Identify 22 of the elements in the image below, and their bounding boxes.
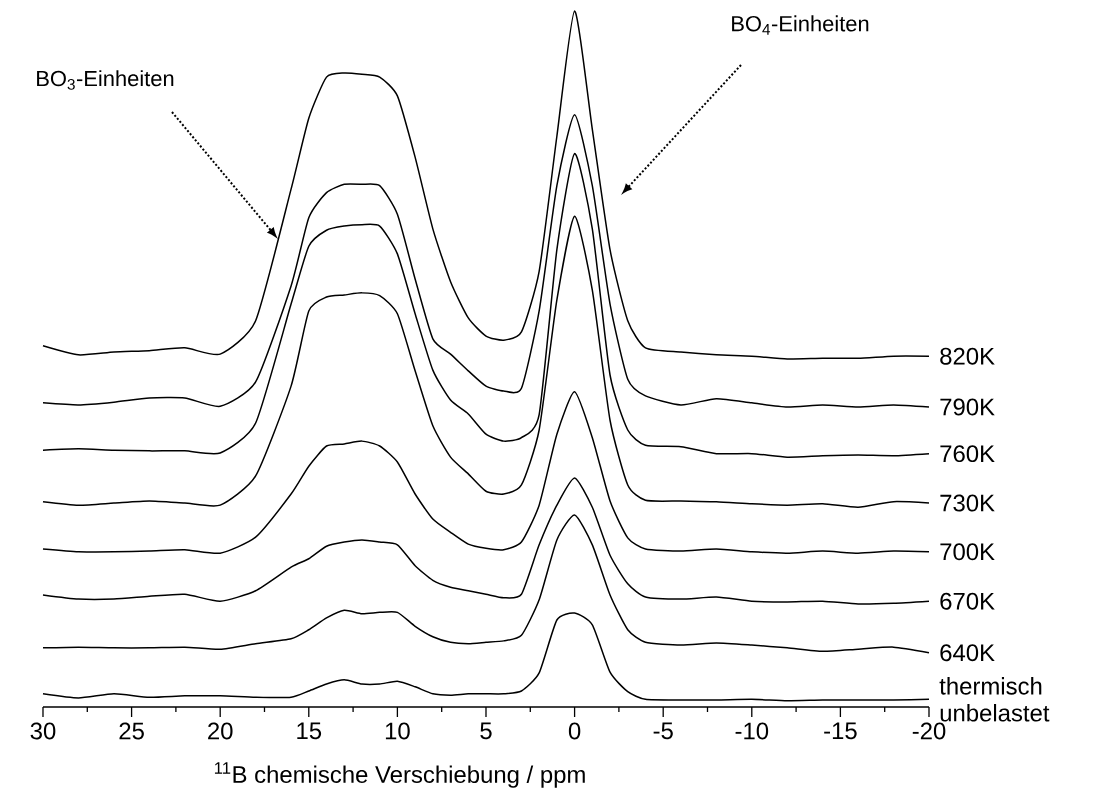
- series-label: 700K: [940, 543, 995, 561]
- series-label: 670K: [940, 592, 995, 610]
- x-tick-label: -15: [824, 722, 857, 740]
- x-tick-label: -20: [912, 722, 946, 740]
- x-tick-label: -10: [735, 722, 769, 740]
- x-tick-label: 10: [385, 722, 410, 740]
- series-label: thermisch unbelastet: [939, 677, 1050, 722]
- x-axis-title: $^{11}$B chemische Verschiebung / ppm: [214, 762, 585, 788]
- x-tick-label: -5: [653, 722, 673, 740]
- x-tick-label: 15: [297, 722, 322, 740]
- x-tick-label: 20: [208, 722, 233, 740]
- series-label: 820K: [940, 347, 995, 365]
- x-tick-label: 5: [480, 722, 492, 740]
- x-tick-label: 25: [119, 722, 144, 740]
- annotation: BO$_{4}$-Einheiten: [732, 15, 869, 35]
- x-tick-label: 0: [568, 722, 581, 740]
- series-label: 790K: [940, 398, 995, 416]
- series-label: 730K: [940, 494, 995, 512]
- annotation: BO$_{3}$-Einheiten: [37, 70, 174, 90]
- series-label: 640K: [940, 644, 995, 662]
- series-label: 760K: [940, 445, 995, 463]
- x-tick-label: 30: [30, 722, 56, 740]
